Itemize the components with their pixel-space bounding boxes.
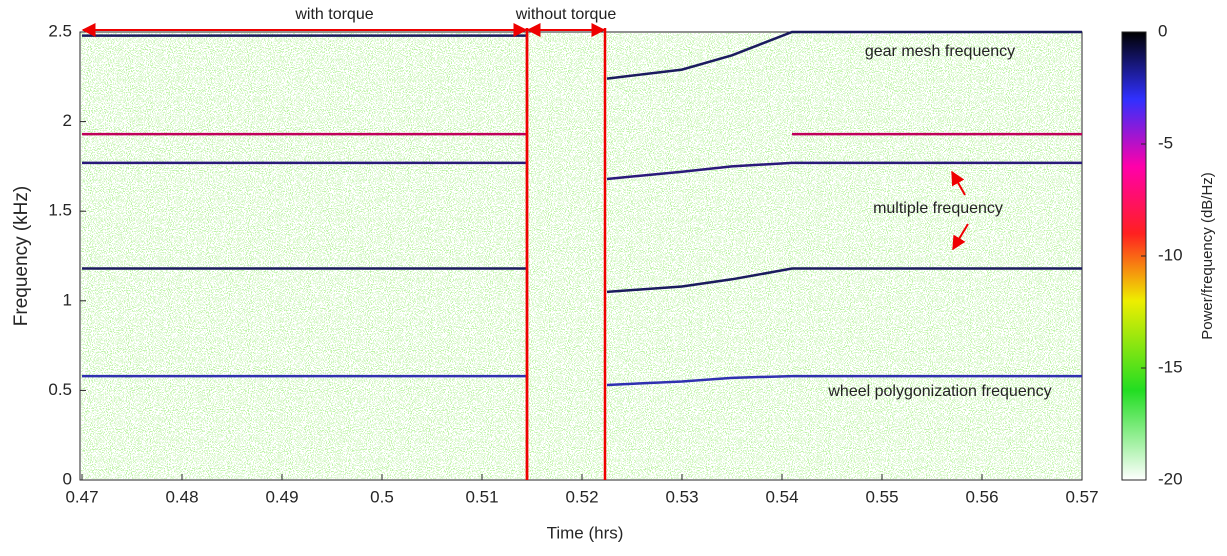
colorbar-tick-label: -5: [1158, 133, 1173, 152]
x-tick-label: 0.51: [465, 487, 498, 506]
spectrogram-texture: [81, 33, 1081, 479]
annotation-arrow: [952, 223, 969, 251]
y-tick-label: 2: [63, 111, 72, 130]
y-tick-label: 2.5: [48, 21, 72, 40]
colorbar-tick-label: -15: [1158, 357, 1183, 376]
annotation: gear mesh frequency: [865, 43, 1015, 60]
y-tick-label: 0.5: [48, 380, 72, 399]
y-tick-label: 1.5: [48, 201, 72, 220]
frequency-track: [606, 267, 1082, 294]
x-tick-label: 0.47: [65, 487, 98, 506]
segment-label: with torque: [294, 6, 373, 23]
x-axis-label: Time (hrs): [547, 523, 624, 542]
y-tick-label: 1: [63, 290, 72, 309]
colorbar-tick-label: 0: [1158, 21, 1167, 40]
x-tick-label: 0.5: [370, 487, 394, 506]
colorbar-label: Power/frequency (dB/Hz): [1199, 172, 1216, 340]
x-tick-label: 0.56: [965, 487, 998, 506]
frequency-track: [606, 161, 1082, 181]
annotation: multiple frequency: [873, 200, 1003, 217]
segment-label: without torque: [515, 6, 617, 23]
x-tick-label: 0.49: [265, 487, 298, 506]
annotation-arrow: [951, 170, 966, 196]
frequency-track: [606, 374, 1082, 387]
x-tick-label: 0.54: [765, 487, 798, 506]
frequency-track: [606, 30, 1082, 80]
x-tick-label: 0.52: [565, 487, 598, 506]
x-tick-label: 0.55: [865, 487, 898, 506]
y-tick-label: 0: [63, 469, 72, 488]
colorbar-tick-label: -10: [1158, 245, 1183, 264]
annotation: wheel polygonization frequency: [827, 383, 1051, 400]
colorbar-tick-label: -20: [1158, 469, 1183, 488]
x-tick-label: 0.48: [165, 487, 198, 506]
x-tick-label: 0.53: [665, 487, 698, 506]
x-tick-label: 0.57: [1065, 487, 1098, 506]
y-axis-label: Frequency (kHz): [11, 186, 32, 326]
